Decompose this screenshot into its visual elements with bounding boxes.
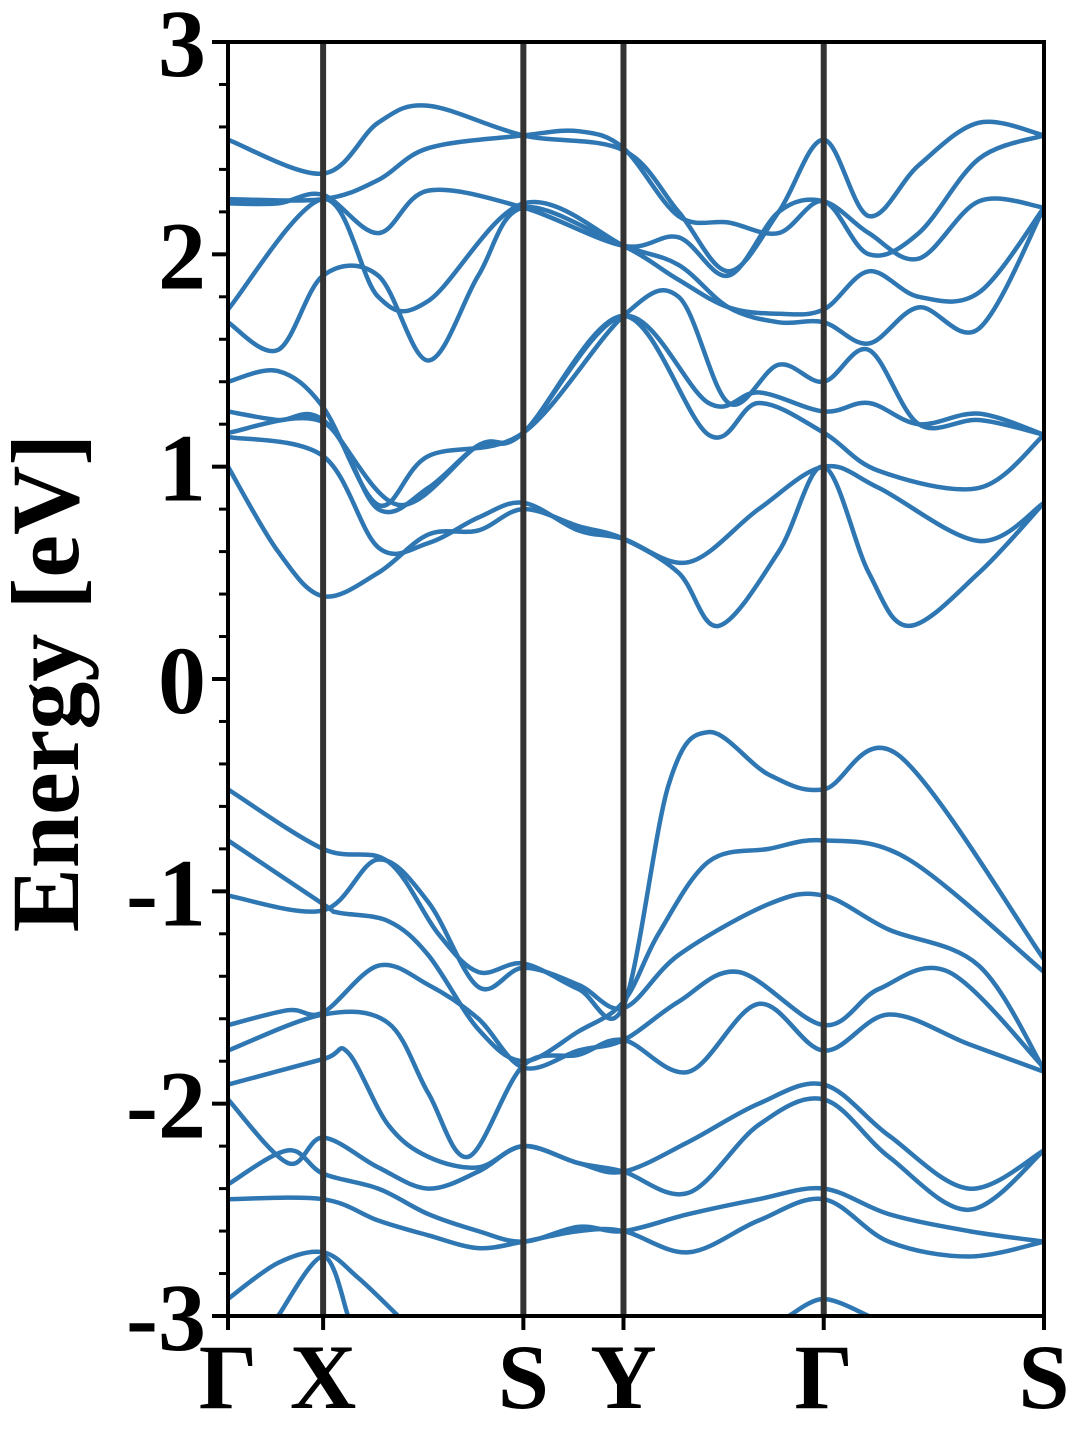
y-tick-label: -3 — [126, 1264, 206, 1371]
band-line-15 — [228, 313, 1044, 515]
y-axis-label: Energy [eV] — [0, 434, 99, 933]
band-line-12 — [786, 1296, 872, 1316]
band-line-22 — [228, 128, 1044, 258]
y-tick-label: 0 — [158, 627, 206, 734]
y-tick-label: -2 — [126, 1052, 206, 1159]
band-line-17 — [228, 288, 1044, 509]
band-line-7 — [228, 1096, 1044, 1213]
kpoint-separator-lines — [320, 42, 827, 1316]
x-tick-label-4: Y — [590, 1326, 656, 1428]
x-tick-label-5: Γ — [794, 1326, 853, 1428]
band-lines — [228, 103, 1044, 1316]
y-tick-label: 1 — [158, 415, 206, 522]
x-tick-label-1: Γ — [199, 1326, 258, 1428]
band-line-11 — [275, 1254, 351, 1316]
band-line-8 — [228, 1148, 1044, 1244]
x-tick-label-6: S — [1018, 1326, 1069, 1428]
band-line-5 — [228, 1001, 1044, 1160]
band-line-20 — [228, 187, 1044, 278]
band-line-16 — [228, 313, 1044, 508]
band-line-14 — [228, 434, 1044, 566]
x-tick-label-3: S — [498, 1326, 549, 1428]
band-line-6 — [228, 1046, 1044, 1191]
y-tick-label: 2 — [158, 202, 206, 309]
band-line-2 — [228, 837, 1044, 1064]
band-line-19 — [228, 196, 1044, 317]
y-tick-label: -1 — [126, 839, 206, 946]
band-line-9 — [228, 1195, 1044, 1259]
band-line-3 — [228, 857, 1044, 1072]
y-tick-label: 3 — [158, 0, 206, 97]
x-tick-label-2: X — [290, 1326, 356, 1428]
band-line-21 — [228, 103, 1044, 274]
y-axis-ticks: -3 -2 -1 0 1 2 3 — [126, 0, 228, 1371]
